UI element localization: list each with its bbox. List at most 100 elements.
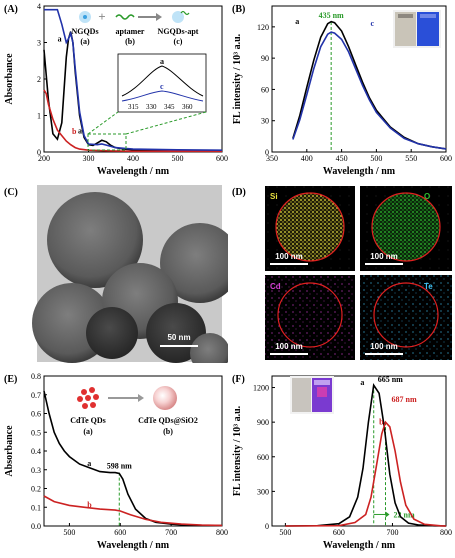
y-tick-label: 0 xyxy=(37,148,41,157)
panel-f: (F) 500 600 700 800 0 300 600 900 1200 Wavelength… xyxy=(232,374,452,551)
x-tick-label: 500 xyxy=(279,528,291,537)
y-tick-label: 3 xyxy=(37,39,41,48)
ngqds-apt-dot-icon xyxy=(172,11,184,23)
y-axis-label: FL intensity / 10³ a.u. xyxy=(232,405,243,496)
tem-spheres xyxy=(32,192,228,363)
y-tick-label: 0 xyxy=(265,522,269,531)
series-annotation-a: a xyxy=(87,459,91,468)
x-tick-label: 300 xyxy=(83,154,95,163)
series-annotation-b: b xyxy=(72,127,77,136)
y-tick-label: 1200 xyxy=(253,384,269,393)
vial-daylight xyxy=(395,12,416,46)
x-tick-label: 600 xyxy=(114,528,126,537)
series-line-b xyxy=(43,495,223,527)
cdte-cluster-icon xyxy=(77,387,99,409)
panel-b: (B) 350 400 450 500 550 600 0 30 60 90 120 Waveleng… xyxy=(232,4,452,177)
panel-a-axes: 200 300 400 500 600 0 1 2 3 4 Wavelength / nm Absor… xyxy=(4,2,228,177)
y-tick-label: 0.6 xyxy=(31,410,41,419)
y-tick-label: 90 xyxy=(261,54,269,63)
scale-bar xyxy=(365,263,403,265)
series-annotation-c: c xyxy=(371,19,375,28)
scale-bar xyxy=(160,345,198,347)
panel-d: (D) Si 100 nm O 100 nm Cd 100 nm xyxy=(228,183,455,363)
y-tick-label: 600 xyxy=(257,453,269,462)
scale-bar xyxy=(270,263,308,265)
schematic-sublabel-c: (c) xyxy=(174,37,183,46)
inset-curve-c xyxy=(121,90,204,102)
y-axis-label: Absorbance xyxy=(4,425,15,477)
inset-tick: 315 xyxy=(128,103,139,111)
x-tick-label: 700 xyxy=(386,528,398,537)
series-annotation-a: a xyxy=(295,17,299,26)
series-line-b xyxy=(43,89,222,153)
y-tick-label: 60 xyxy=(261,85,269,94)
x-axis-label: Wavelength / nm xyxy=(323,166,396,177)
scale-bar-label: 100 nm xyxy=(275,252,303,261)
eds-map-o: O 100 nm xyxy=(360,186,452,271)
panel-c-label: (C) xyxy=(4,187,18,198)
y-tick-label: 0.8 xyxy=(31,372,41,381)
x-tick-label: 800 xyxy=(440,528,452,537)
panel-a-inset: a c 315 330 345 360 xyxy=(87,53,207,151)
y-axis-label: FL intensity / 10³ a.u. xyxy=(232,33,243,124)
series-line-a xyxy=(285,383,447,527)
panel-e-axes: 500 600 700 800 0.0 0.1 0.2 0.3 0.4 0.5 0.6 0.7 0.8 W… xyxy=(4,372,228,551)
x-tick-label: 500 xyxy=(370,154,382,163)
eds-map-cd: Cd 100 nm xyxy=(265,275,355,360)
panel-c: (C) 50 nm xyxy=(0,183,228,363)
x-tick-label: 800 xyxy=(216,528,228,537)
y-tick-label: 1 xyxy=(37,112,41,121)
y-tick-label: 0.2 xyxy=(31,485,41,494)
series-line-c xyxy=(44,8,223,151)
inset-label-a: a xyxy=(160,57,164,66)
y-tick-label: 120 xyxy=(257,23,269,32)
x-tick-label: 500 xyxy=(63,528,75,537)
panel-e-schematic: CdTe QDs CdTe QDs@SiO2 (a) (b) xyxy=(70,386,198,436)
inset-zoom-box xyxy=(87,133,127,151)
series-annotation-a-peak: a xyxy=(78,126,82,135)
plot-frame xyxy=(271,5,447,153)
x-tick-label: 200 xyxy=(38,154,50,163)
schematic-sublabel-b: (b) xyxy=(125,37,135,46)
inset-tick: 345 xyxy=(164,103,175,111)
series-annotation-a: a xyxy=(360,378,364,387)
vial-uv xyxy=(417,12,439,46)
scale-bar xyxy=(365,353,403,355)
x-tick-label: 350 xyxy=(266,154,278,163)
y-tick-label: 4 xyxy=(37,2,41,11)
eds-label-o: O xyxy=(424,192,430,201)
schematic-label-aptamer: aptamer xyxy=(116,27,145,36)
series-line-a xyxy=(292,20,447,150)
peak-label-b: 687 nm xyxy=(392,395,417,404)
panel-a-label: (A) xyxy=(4,4,18,15)
x-axis-label: Wavelength / nm xyxy=(323,540,396,551)
shift-label: 22 nm xyxy=(394,510,415,519)
core-shell-sphere-icon xyxy=(153,386,177,410)
peak-label: 435 nm xyxy=(319,11,344,20)
y-tick-label: 0.0 xyxy=(31,522,41,531)
x-tick-label: 600 xyxy=(333,528,345,537)
plot-frame xyxy=(271,375,447,527)
scale-bar xyxy=(270,353,308,355)
series-line-b xyxy=(285,420,447,527)
panel-b-photo-inset xyxy=(393,10,441,48)
schematic-sublabel-b: (b) xyxy=(163,427,173,436)
inset-label-c: c xyxy=(160,82,164,91)
peak-label: 598 nm xyxy=(107,462,132,471)
panel-f-photo-inset xyxy=(290,376,334,414)
panel-b-axes: 350 400 450 500 550 600 0 30 60 90 120 Wavelength /… xyxy=(232,5,452,177)
panel-f-label: (F) xyxy=(232,374,245,385)
x-axis-label: Wavelength / nm xyxy=(97,540,170,551)
inset-tick: 330 xyxy=(146,103,157,111)
y-tick-label: 0.1 xyxy=(31,503,41,512)
y-tick-label: 0.7 xyxy=(31,391,41,400)
inset-curve-a xyxy=(121,65,204,97)
y-tick-label: 900 xyxy=(257,418,269,427)
schematic-label-ngqds: NGQDs xyxy=(71,27,98,36)
eds-map-si: Si 100 nm xyxy=(265,186,355,271)
schematic-label-ngqds-apt: NGQDs-apt xyxy=(158,27,199,36)
eds-label-cd: Cd xyxy=(270,282,281,291)
y-axis-label: Absorbance xyxy=(4,53,15,105)
inset-tick: 360 xyxy=(182,103,193,111)
eds-map-te: Te 100 nm xyxy=(360,275,452,360)
